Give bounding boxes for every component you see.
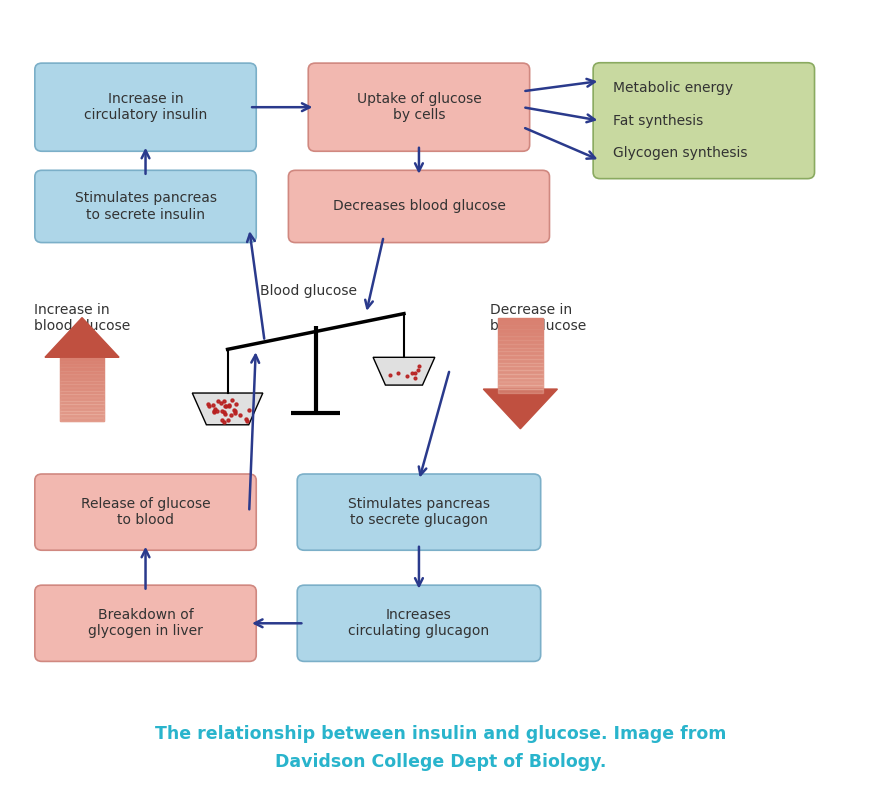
Polygon shape [60,398,104,401]
FancyBboxPatch shape [297,474,541,550]
Polygon shape [60,381,104,384]
Polygon shape [60,404,104,407]
Polygon shape [60,374,104,377]
Polygon shape [60,357,104,421]
Text: Increase in
blood glucose: Increase in blood glucose [34,303,130,333]
Text: Release of glucose
to blood: Release of glucose to blood [81,497,210,527]
Polygon shape [60,391,104,394]
Text: Blood glucose: Blood glucose [260,283,357,298]
Text: Decreases blood glucose: Decreases blood glucose [333,199,505,214]
Polygon shape [498,318,542,389]
Text: Decrease in
blood glucose: Decrease in blood glucose [490,303,586,333]
Polygon shape [498,367,542,370]
FancyBboxPatch shape [35,474,257,550]
Polygon shape [60,364,104,368]
Polygon shape [60,377,104,380]
Polygon shape [498,359,542,363]
Text: Increase in
circulatory insulin: Increase in circulatory insulin [84,92,207,122]
Text: Increases
circulating glucagon: Increases circulating glucagon [348,608,490,638]
Polygon shape [483,389,557,429]
Polygon shape [373,357,435,385]
Polygon shape [60,407,104,410]
Text: Stimulates pancreas
to secrete insulin: Stimulates pancreas to secrete insulin [75,191,216,222]
Polygon shape [498,337,542,340]
Polygon shape [498,333,542,336]
Polygon shape [60,387,104,391]
Polygon shape [192,393,263,425]
Text: Uptake of glucose
by cells: Uptake of glucose by cells [356,92,482,122]
Text: Stimulates pancreas
to secrete glucagon: Stimulates pancreas to secrete glucagon [348,497,490,527]
Polygon shape [60,371,104,374]
Polygon shape [498,348,542,351]
FancyBboxPatch shape [35,171,257,243]
Polygon shape [498,352,542,355]
Polygon shape [498,329,542,333]
FancyBboxPatch shape [309,64,530,151]
Polygon shape [498,363,542,366]
Polygon shape [60,411,104,414]
Polygon shape [498,378,542,381]
FancyBboxPatch shape [594,63,815,179]
Polygon shape [60,414,104,418]
Polygon shape [60,395,104,398]
Text: The relationship between insulin and glucose. Image from: The relationship between insulin and glu… [155,726,727,743]
Polygon shape [498,370,542,374]
Polygon shape [498,382,542,385]
Polygon shape [498,340,542,344]
Polygon shape [60,384,104,387]
Polygon shape [498,355,542,359]
Text: Breakdown of
glycogen in liver: Breakdown of glycogen in liver [88,608,203,638]
Polygon shape [60,401,104,404]
Polygon shape [498,385,542,389]
Polygon shape [498,344,542,348]
FancyBboxPatch shape [35,64,257,151]
Text: Metabolic energy

Fat synthesis

Glycogen synthesis: Metabolic energy Fat synthesis Glycogen … [614,81,748,160]
Text: Davidson College Dept of Biology.: Davidson College Dept of Biology. [275,754,607,771]
Polygon shape [498,374,542,378]
FancyBboxPatch shape [35,585,257,661]
FancyBboxPatch shape [297,585,541,661]
Polygon shape [60,418,104,421]
Polygon shape [498,389,542,392]
Polygon shape [60,368,104,371]
FancyBboxPatch shape [288,171,549,243]
Polygon shape [45,318,119,357]
